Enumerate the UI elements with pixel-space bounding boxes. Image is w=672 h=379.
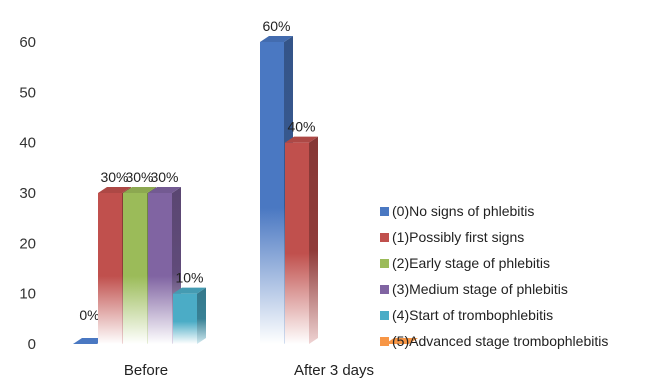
legend-swatch	[380, 207, 389, 216]
legend-swatch	[380, 337, 389, 346]
data-label: 40%	[287, 119, 315, 135]
x-category-label: After 3 days	[294, 362, 374, 379]
legend-swatch	[380, 259, 389, 268]
legend-label: (2)Early stage of phlebitis	[392, 255, 550, 271]
x-category-label: Before	[124, 362, 168, 379]
y-tick-label: 50	[19, 84, 36, 101]
legend-label: (5)Advanced stage trombophlebitis	[392, 333, 608, 349]
y-tick-label: 60	[19, 34, 36, 51]
data-label: 60%	[262, 18, 290, 34]
legend-label: (4)Start of trombophlebitis	[392, 307, 553, 323]
bar	[285, 136, 318, 344]
y-tick-label: 40	[19, 135, 36, 152]
data-label: 30%	[125, 169, 153, 185]
bar	[73, 338, 106, 344]
data-label: 10%	[175, 270, 203, 286]
y-tick-label: 0	[28, 336, 36, 353]
legend-swatch	[380, 285, 389, 294]
y-tick-label: 30	[19, 185, 36, 202]
legend-item: (1)Possibly first signs	[380, 229, 524, 245]
y-tick-label: 20	[19, 235, 36, 252]
legend-label: (1)Possibly first signs	[392, 229, 524, 245]
data-label: 30%	[100, 169, 128, 185]
legend-item: (4)Start of trombophlebitis	[380, 307, 553, 323]
data-label: 0%	[79, 307, 99, 323]
legend-label: (0)No signs of phlebitis	[392, 203, 534, 219]
bar	[173, 287, 206, 344]
legend-item: (5)Advanced stage trombophlebitis	[380, 333, 608, 349]
bar	[385, 338, 418, 344]
data-label: 30%	[150, 169, 178, 185]
legend-item: (0)No signs of phlebitis	[380, 203, 534, 219]
legend-swatch	[380, 311, 389, 320]
legend-item: (3)Medium stage of phlebitis	[380, 281, 568, 297]
legend-swatch	[380, 233, 389, 242]
y-tick-label: 10	[19, 286, 36, 303]
legend-label: (3)Medium stage of phlebitis	[392, 281, 568, 297]
legend-item: (2)Early stage of phlebitis	[380, 255, 550, 271]
